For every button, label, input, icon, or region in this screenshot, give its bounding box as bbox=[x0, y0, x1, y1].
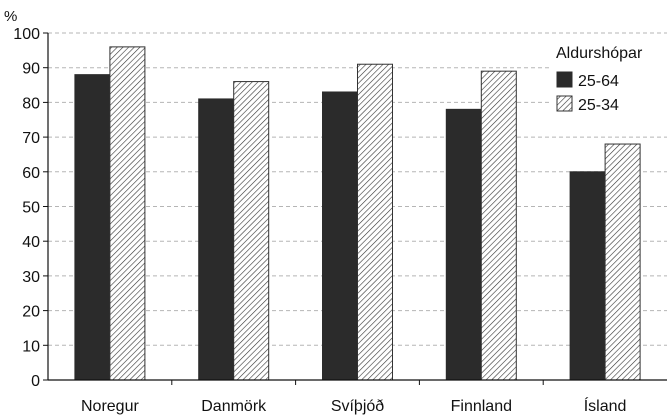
legend-label-25-34: 25-34 bbox=[578, 97, 619, 114]
bar-25-64-Finnland bbox=[445, 108, 482, 381]
bar-25-34-Svíþjóð bbox=[357, 63, 393, 381]
x-category-label: Danmörk bbox=[201, 398, 267, 415]
y-tick-label: 40 bbox=[22, 234, 40, 251]
bar-25-64-Noregur bbox=[74, 74, 111, 381]
bars bbox=[74, 46, 641, 381]
legend-swatch-25-64 bbox=[556, 71, 573, 88]
x-category-label: Ísland bbox=[584, 396, 627, 415]
legend-label-25-64: 25-64 bbox=[578, 73, 619, 90]
bar-25-64-Danmörk bbox=[198, 98, 235, 381]
y-tick-label: 0 bbox=[31, 373, 40, 390]
bar-25-34-Ísland bbox=[604, 143, 641, 381]
legend-swatch-25-34 bbox=[556, 95, 573, 112]
y-unit-label: % bbox=[4, 8, 17, 25]
y-tick-label: 80 bbox=[22, 95, 40, 112]
x-axis: Noregur Danmörk Svíþjóð Finnland Ísland bbox=[48, 379, 667, 415]
y-tick-label: 90 bbox=[22, 61, 40, 78]
y-tick-label: 100 bbox=[13, 26, 40, 43]
legend: Aldurshópar 25-64 25-34 bbox=[549, 36, 669, 124]
y-axis-ticks: 0 10 20 30 40 50 60 70 80 90 100 bbox=[13, 26, 49, 390]
bar-25-64-Svíþjóð bbox=[322, 91, 358, 381]
y-tick-label: 10 bbox=[22, 338, 40, 355]
y-tick-label: 60 bbox=[22, 165, 40, 182]
x-category-label: Noregur bbox=[81, 398, 139, 415]
bar-25-34-Danmörk bbox=[233, 81, 270, 381]
bar-25-34-Finnland bbox=[480, 70, 517, 381]
y-tick-label: 30 bbox=[22, 269, 40, 286]
legend-title: Aldurshópar bbox=[556, 45, 643, 62]
y-tick-label: 20 bbox=[22, 304, 40, 321]
y-tick-label: 50 bbox=[22, 200, 40, 217]
x-category-label: Svíþjóð bbox=[331, 398, 384, 415]
x-category-label: Finnland bbox=[451, 398, 512, 415]
y-tick-label: 70 bbox=[22, 130, 40, 147]
bar-25-64-Ísland bbox=[569, 171, 606, 381]
bar-25-34-Noregur bbox=[109, 46, 146, 381]
